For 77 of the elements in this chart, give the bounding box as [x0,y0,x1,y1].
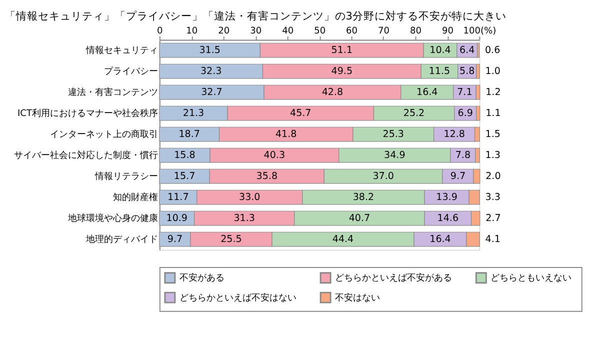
data-label: 1.0 [485,66,500,78]
data-label: 45.7 [290,108,312,120]
data-label: 25.2 [403,108,425,120]
data-label: 1.5 [485,129,500,140]
data-label: 38.2 [352,192,374,204]
x-tick-label: 100(%) [463,26,496,37]
data-label: 14.6 [437,213,459,224]
data-label: 15.8 [174,150,196,162]
data-label: 21.3 [182,108,204,120]
chart-title: 「情報セキュリティ」「プライバシー」「違法・有害コンテンツ」の3分野に対する不安が特に大きい [4,10,506,23]
data-label: 25.3 [382,129,404,140]
data-label: 32.7 [201,87,222,98]
y-tick-label: 情報セキュリティ [85,45,158,56]
data-label: 31.5 [199,45,220,56]
data-label: 12.8 [444,129,465,140]
data-label: 1.3 [485,150,500,162]
data-label: 1.1 [486,108,501,120]
data-label: 13.9 [436,192,458,204]
legend-label: 不安がある [179,272,224,284]
x-tick-label: 10 [186,26,198,37]
data-label: 1.2 [486,87,501,98]
y-tick-label: 地球環境や心身の健康 [67,213,158,224]
data-label: 25.5 [220,234,242,246]
x-tick-label: 40 [282,26,294,37]
y-tick-label: インターネット上の商取引 [50,129,158,140]
legend-label: 不安はない [335,292,380,304]
data-label: 35.8 [256,171,278,182]
x-tick-label: 50 [314,26,326,37]
data-label: 15.7 [174,171,196,182]
data-label: 16.4 [430,234,451,246]
data-label: 40.7 [348,213,370,224]
y-tick-label: サイバー社会に対応した制度・慣行 [14,150,158,162]
x-tick-label: 70 [378,26,390,37]
y-tick-label: プライバシー [104,66,158,78]
data-label: 3.3 [485,192,500,204]
data-label: 7.1 [457,87,472,98]
data-label: 5.8 [460,66,475,78]
data-label: 10.4 [430,45,451,56]
data-label: 0.6 [484,45,500,56]
data-label: 40.3 [264,150,286,162]
x-tick-label: 80 [410,26,422,37]
data-label: 4.1 [485,234,500,246]
data-label: 37.0 [372,171,394,182]
legend-label: どちらかといえば不安がある [335,272,452,284]
data-label: 7.8 [455,150,471,162]
y-tick-label: 違法・有害コンテンツ [68,87,158,98]
data-label: 16.4 [416,87,438,98]
data-label: 2.0 [486,171,501,182]
data-label: 31.3 [234,213,255,224]
data-label: 34.9 [384,150,406,162]
data-label: 42.8 [322,87,344,98]
data-label: 18.7 [178,129,200,140]
data-label: 10.9 [166,213,188,224]
data-label: 6.4 [460,45,475,56]
data-label: 49.5 [331,66,353,78]
data-label: 44.4 [332,234,354,246]
x-tick-label: 0 [157,26,164,37]
y-tick-label: 知的財産権 [113,192,158,204]
data-label: 11.5 [428,66,450,78]
legend-label: どちらともいえない [490,274,572,284]
x-tick-label: 60 [346,26,358,37]
y-tick-label: ICT利用におけるマナーや社会秩序 [17,108,158,120]
legend-label: どちらかといえば不安はない [179,292,296,304]
y-tick-label: 情報リテラシー [94,171,158,182]
x-tick-label: 90 [442,26,454,37]
y-tick-label: 地理的ディバイド [85,234,158,246]
data-label: 41.8 [275,129,297,140]
data-label: 9.7 [450,171,466,182]
data-label: 51.1 [331,45,353,56]
data-label: 6.9 [458,108,473,120]
x-tick-label: 30 [250,26,262,37]
data-label: 11.7 [168,192,189,204]
data-label: 33.0 [239,192,260,204]
data-label: 9.7 [167,234,183,246]
data-label: 2.7 [486,213,501,224]
data-label: 32.3 [200,66,222,78]
x-tick-label: 20 [218,26,230,37]
